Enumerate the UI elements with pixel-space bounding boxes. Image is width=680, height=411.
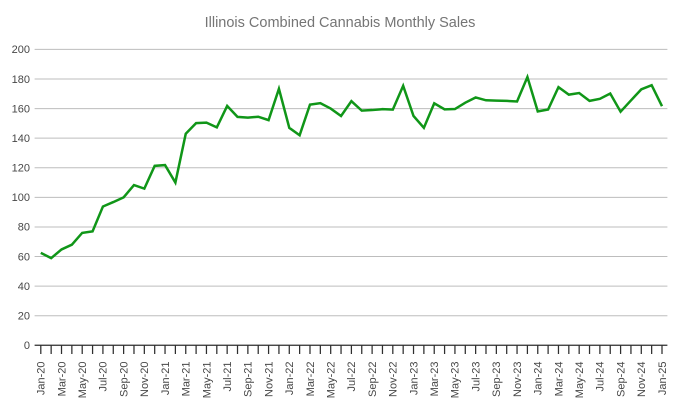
svg-text:Nov-23: Nov-23: [512, 362, 524, 397]
svg-text:Jan-20: Jan-20: [36, 362, 48, 396]
svg-text:May-22: May-22: [325, 362, 337, 399]
svg-text:200: 200: [12, 44, 30, 56]
svg-text:120: 120: [12, 163, 30, 175]
svg-text:Nov-21: Nov-21: [263, 362, 275, 397]
svg-text:May-21: May-21: [201, 362, 213, 399]
svg-text:Sep-22: Sep-22: [367, 362, 379, 397]
svg-text:Mar-23: Mar-23: [429, 362, 441, 397]
svg-text:Mar-24: Mar-24: [553, 362, 565, 397]
svg-text:140: 140: [12, 133, 30, 145]
svg-text:180: 180: [12, 74, 30, 86]
svg-text:Jan-22: Jan-22: [284, 362, 296, 396]
svg-text:Mar-22: Mar-22: [305, 362, 317, 397]
svg-text:40: 40: [18, 281, 30, 293]
svg-text:May-20: May-20: [77, 362, 89, 399]
svg-text:80: 80: [18, 222, 30, 234]
svg-text:Jul-20: Jul-20: [98, 362, 110, 392]
svg-text:Jan-24: Jan-24: [533, 362, 545, 396]
svg-text:Jul-24: Jul-24: [595, 362, 607, 392]
svg-text:Jan-23: Jan-23: [408, 362, 420, 396]
svg-text:Sep-24: Sep-24: [615, 362, 627, 397]
svg-text:100: 100: [12, 192, 30, 204]
svg-text:160: 160: [12, 103, 30, 115]
svg-text:Sep-23: Sep-23: [491, 362, 503, 397]
svg-text:May-23: May-23: [450, 362, 462, 399]
svg-text:Nov-20: Nov-20: [139, 362, 151, 397]
svg-text:Mar-21: Mar-21: [181, 362, 193, 397]
svg-text:60: 60: [18, 251, 30, 263]
svg-text:Nov-22: Nov-22: [388, 362, 400, 397]
svg-text:Jan-25: Jan-25: [657, 362, 669, 396]
svg-text:Jul-23: Jul-23: [470, 362, 482, 392]
svg-text:20: 20: [18, 311, 30, 323]
svg-text:Jan-21: Jan-21: [160, 362, 172, 396]
svg-text:Jul-21: Jul-21: [222, 362, 234, 392]
svg-text:Nov-24: Nov-24: [636, 362, 648, 397]
svg-text:0: 0: [24, 340, 30, 352]
svg-text:May-24: May-24: [574, 362, 586, 399]
svg-text:Illinois Combined Cannabis Mon: Illinois Combined Cannabis Monthly Sales: [205, 15, 476, 31]
svg-text:Mar-20: Mar-20: [56, 362, 68, 397]
svg-text:Jul-22: Jul-22: [346, 362, 358, 392]
svg-text:Sep-21: Sep-21: [243, 362, 255, 397]
svg-text:Sep-20: Sep-20: [118, 362, 130, 397]
